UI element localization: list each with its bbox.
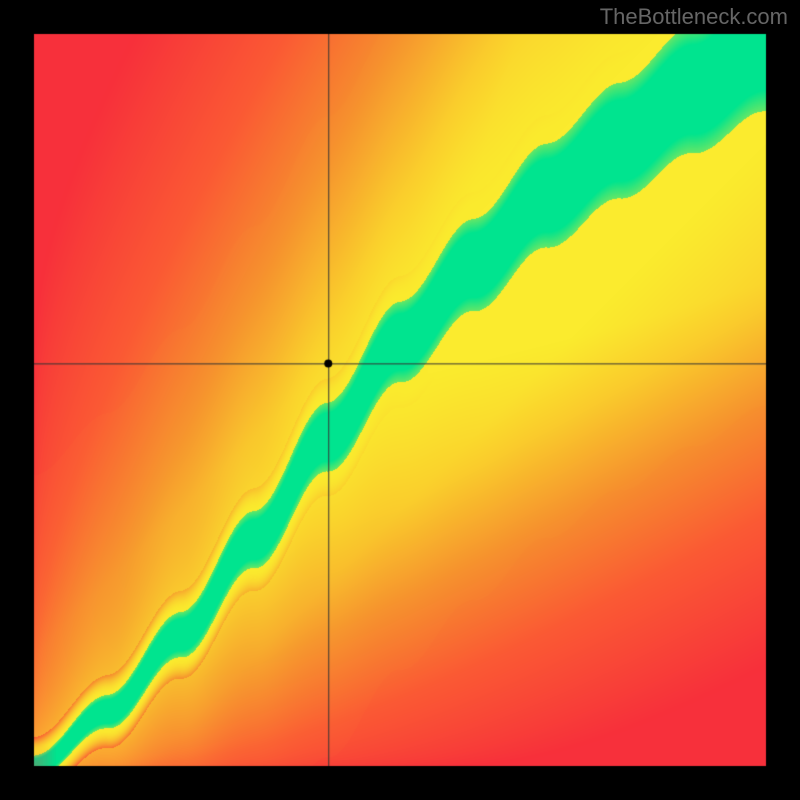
bottleneck-heatmap <box>0 0 800 800</box>
watermark-text: TheBottleneck.com <box>600 4 788 30</box>
